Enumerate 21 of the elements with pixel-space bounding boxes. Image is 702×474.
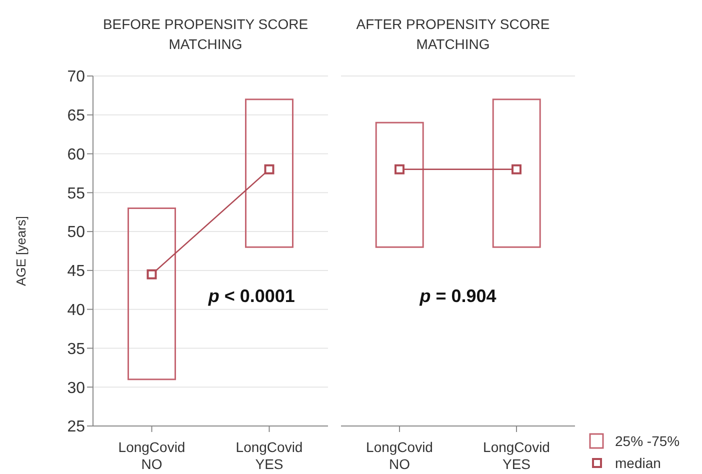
y-tick-label: 40 (67, 302, 86, 320)
chart-title: BEFORE PROPENSITY SCORE MATCHING (102, 15, 310, 54)
x-tick-label: LongCovid YES (236, 439, 303, 472)
y-tick-label: 60 (67, 146, 86, 164)
y-tick-label: 65 (67, 108, 86, 125)
y-tick-label: 25 (67, 418, 86, 436)
y-tick-label: 50 (67, 224, 86, 242)
chart-title: AFTER PROPENSITY SCORE MATCHING (355, 15, 551, 54)
x-tick-label: LongCovid NO (366, 439, 433, 472)
y-tick-label: 35 (67, 340, 86, 358)
y-tick-label: 45 (67, 263, 86, 280)
annotation: p < 0.0001 (207, 286, 296, 307)
y-tick-label: 70 (67, 68, 86, 86)
x-tick-label: LongCovid YES (483, 439, 550, 472)
y-axis-title: AGE [years] (14, 216, 29, 286)
legend-label: median (614, 454, 662, 473)
legend-label: 25% -75% (614, 432, 681, 451)
y-tick-label: 55 (67, 185, 86, 202)
annotation: p = 0.904 (418, 286, 498, 307)
y-tick-label: 30 (67, 380, 86, 397)
x-tick-label: LongCovid NO (118, 439, 186, 472)
